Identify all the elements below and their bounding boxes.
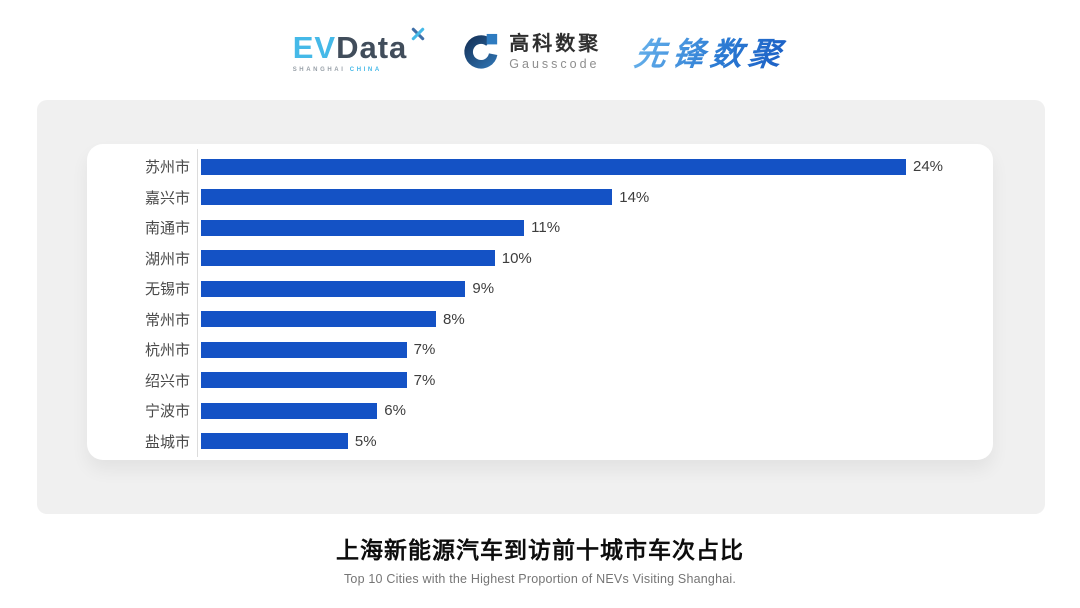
- gausscode-g-icon: [464, 33, 498, 69]
- bar-row: 苏州市 24%: [87, 158, 993, 176]
- bar-category-label: 杭州市: [144, 342, 190, 360]
- bar-row: 宁波市 6%: [87, 402, 993, 421]
- bar: [201, 280, 466, 297]
- bar-chart: 苏州市 24% 嘉兴市 14% 南通市 11% 湖州市 10% 无锡市 9%: [87, 158, 993, 451]
- evdata-tagline-china: CHINA: [349, 66, 382, 73]
- bar-track: 7%: [201, 372, 906, 389]
- bar-value-label: 11%: [531, 219, 561, 237]
- chart-card: 苏州市 24% 嘉兴市 14% 南通市 11% 湖州市 10% 无锡市 9%: [87, 144, 993, 460]
- bar-row: 盐城市 5%: [87, 433, 993, 451]
- bar-value-label: 7%: [413, 371, 436, 389]
- bar-value-label: 5%: [354, 432, 377, 450]
- bar-track: 5%: [201, 433, 906, 450]
- bar-category-label: 盐城市: [144, 433, 190, 451]
- bar-value-label: 8%: [443, 310, 465, 328]
- bar-track: 7%: [201, 341, 906, 358]
- bar: [201, 341, 407, 358]
- bar-category-label: 嘉兴市: [144, 189, 190, 207]
- bar-value-label: 10%: [501, 249, 532, 267]
- gausscode-text: 高科数聚 Gausscode: [509, 33, 601, 71]
- bar-track: 9%: [201, 280, 906, 297]
- evdata-logo: EV Data SHANGHAI CHINA: [292, 27, 429, 73]
- bar-value-label: 7%: [413, 341, 436, 359]
- y-axis-line: [197, 149, 198, 457]
- gausscode-logo: 高科数聚 Gausscode: [462, 33, 601, 71]
- bar: [201, 189, 613, 206]
- bar-category-label: 无锡市: [144, 281, 190, 299]
- bar-row: 常州市 8%: [87, 311, 993, 329]
- bar: [201, 158, 906, 175]
- bar-row: 杭州市 7%: [87, 341, 993, 360]
- evdata-wordmark: EV Data: [292, 27, 429, 65]
- bar-track: 11%: [201, 219, 906, 236]
- bar-track: 14%: [201, 189, 906, 206]
- evdata-data-text: Data: [336, 29, 408, 65]
- evdata-tagline-shanghai: SHANGHAI: [292, 66, 346, 73]
- bar-category-label: 宁波市: [144, 403, 190, 421]
- bar: [201, 219, 525, 236]
- bar-value-label: 24%: [913, 158, 944, 175]
- chart-panel: 苏州市 24% 嘉兴市 14% 南通市 11% 湖州市 10% 无锡市 9%: [37, 100, 1045, 514]
- bar-track: 8%: [201, 311, 906, 328]
- bar-value-label: 14%: [619, 188, 650, 206]
- bar-row: 湖州市 10%: [87, 250, 993, 268]
- bar-row: 南通市 11%: [87, 219, 993, 238]
- bar: [201, 433, 348, 450]
- bar: [201, 402, 378, 419]
- logo-header: EV Data SHANGHAI CHINA 高科数聚 Gausscode: [0, 20, 1080, 84]
- pinwheel-x-icon: [412, 27, 425, 40]
- bar-row: 绍兴市 7%: [87, 372, 993, 390]
- bar-track: 24%: [201, 158, 943, 175]
- bar-category-label: 绍兴市: [144, 372, 190, 390]
- bar-category-label: 苏州市: [144, 159, 190, 176]
- evdata-ev-text: EV: [292, 29, 337, 65]
- bar-category-label: 南通市: [144, 220, 190, 238]
- bar-value-label: 9%: [472, 280, 495, 298]
- xianfeng-shuju-logo: 先锋数聚: [632, 29, 790, 75]
- gausscode-cn-name: 高科数聚: [509, 33, 602, 55]
- evdata-tagline: SHANGHAI CHINA: [293, 67, 382, 73]
- bar-row: 嘉兴市 14%: [87, 189, 993, 207]
- chart-title: 上海新能源汽车到访前十城市车次占比: [336, 537, 744, 563]
- bar: [201, 250, 495, 267]
- bar-track: 10%: [201, 250, 906, 267]
- bar: [201, 372, 407, 389]
- caption-block: 上海新能源汽车到访前十城市车次占比 Top 10 Cities with the…: [0, 531, 1080, 586]
- bar-row: 无锡市 9%: [87, 280, 993, 299]
- bar-value-label: 6%: [384, 402, 406, 420]
- bar-track: 6%: [201, 402, 906, 419]
- chart-subtitle: Top 10 Cities with the Highest Proportio…: [343, 572, 737, 586]
- bar-category-label: 常州市: [144, 311, 190, 329]
- gausscode-en-name: Gausscode: [509, 57, 600, 71]
- bar: [201, 311, 436, 328]
- bar-category-label: 湖州市: [144, 250, 190, 268]
